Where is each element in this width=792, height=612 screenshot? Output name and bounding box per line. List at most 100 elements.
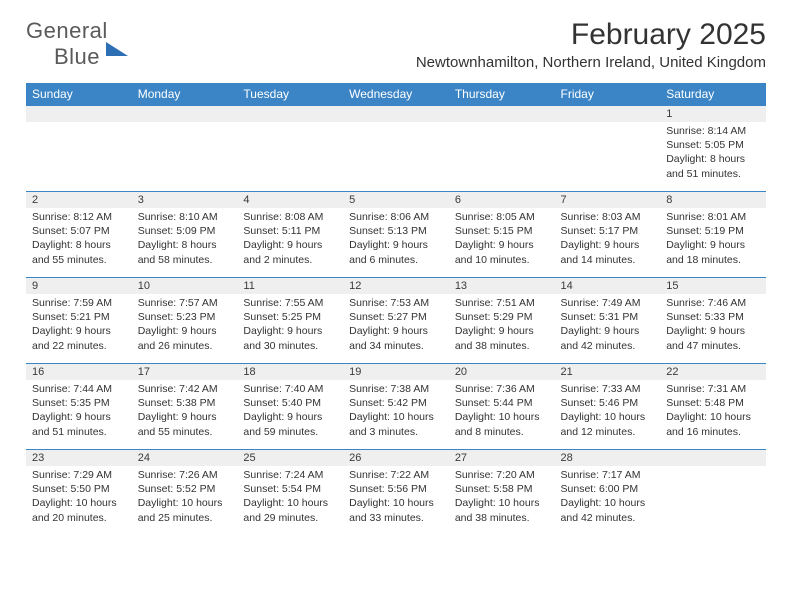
calendar-week-row: 1 Sunrise: 8:14 AMSunset: 5:05 PMDaylight… — [26, 106, 766, 192]
day-number: 1 — [660, 106, 766, 122]
cell-body: Sunrise: 7:29 AMSunset: 5:50 PMDaylight:… — [26, 466, 132, 529]
daylight-text: Daylight: 9 hours and 14 minutes. — [561, 238, 655, 266]
day-number: 6 — [449, 192, 555, 208]
cell-body: Sunrise: 8:12 AMSunset: 5:07 PMDaylight:… — [26, 208, 132, 271]
day-number — [449, 106, 555, 122]
calendar-cell: 20Sunrise: 7:36 AMSunset: 5:44 PMDayligh… — [449, 364, 555, 450]
day-number: 25 — [237, 450, 343, 466]
calendar-cell: 24Sunrise: 7:26 AMSunset: 5:52 PMDayligh… — [132, 450, 238, 536]
header: General Blue February 2025 Newtownhamilt… — [26, 18, 766, 71]
cell-body: Sunrise: 7:20 AMSunset: 5:58 PMDaylight:… — [449, 466, 555, 529]
day-header: Sunday — [26, 83, 132, 106]
sunrise-text: Sunrise: 7:22 AM — [349, 468, 443, 482]
daylight-text: Daylight: 10 hours and 3 minutes. — [349, 410, 443, 438]
sunset-text: Sunset: 5:27 PM — [349, 310, 443, 324]
sunset-text: Sunset: 5:42 PM — [349, 396, 443, 410]
calendar-cell: 19Sunrise: 7:38 AMSunset: 5:42 PMDayligh… — [343, 364, 449, 450]
sunset-text: Sunset: 5:29 PM — [455, 310, 549, 324]
cell-body: Sunrise: 7:55 AMSunset: 5:25 PMDaylight:… — [237, 294, 343, 357]
day-header: Tuesday — [237, 83, 343, 106]
calendar-cell: 12Sunrise: 7:53 AMSunset: 5:27 PMDayligh… — [343, 278, 449, 364]
day-number — [660, 450, 766, 466]
logo: General Blue — [26, 18, 128, 70]
cell-body: Sunrise: 7:36 AMSunset: 5:44 PMDaylight:… — [449, 380, 555, 443]
cell-body: Sunrise: 7:17 AMSunset: 6:00 PMDaylight:… — [555, 466, 661, 529]
sunset-text: Sunset: 5:05 PM — [666, 138, 760, 152]
day-number: 20 — [449, 364, 555, 380]
day-number: 19 — [343, 364, 449, 380]
day-number: 15 — [660, 278, 766, 294]
day-number: 23 — [26, 450, 132, 466]
daylight-text: Daylight: 10 hours and 20 minutes. — [32, 496, 126, 524]
sunset-text: Sunset: 5:38 PM — [138, 396, 232, 410]
day-header: Thursday — [449, 83, 555, 106]
daylight-text: Daylight: 9 hours and 38 minutes. — [455, 324, 549, 352]
sunset-text: Sunset: 5:58 PM — [455, 482, 549, 496]
daylight-text: Daylight: 8 hours and 55 minutes. — [32, 238, 126, 266]
daylight-text: Daylight: 9 hours and 18 minutes. — [666, 238, 760, 266]
day-number: 7 — [555, 192, 661, 208]
sunset-text: Sunset: 5:50 PM — [32, 482, 126, 496]
daylight-text: Daylight: 8 hours and 51 minutes. — [666, 152, 760, 180]
daylight-text: Daylight: 8 hours and 58 minutes. — [138, 238, 232, 266]
sunset-text: Sunset: 5:44 PM — [455, 396, 549, 410]
sunrise-text: Sunrise: 7:17 AM — [561, 468, 655, 482]
day-number: 9 — [26, 278, 132, 294]
daylight-text: Daylight: 9 hours and 47 minutes. — [666, 324, 760, 352]
calendar-cell: 13Sunrise: 7:51 AMSunset: 5:29 PMDayligh… — [449, 278, 555, 364]
sunset-text: Sunset: 5:25 PM — [243, 310, 337, 324]
daylight-text: Daylight: 10 hours and 42 minutes. — [561, 496, 655, 524]
day-number — [132, 106, 238, 122]
sunrise-text: Sunrise: 7:29 AM — [32, 468, 126, 482]
sunrise-text: Sunrise: 8:06 AM — [349, 210, 443, 224]
calendar-cell — [132, 106, 238, 192]
location-label: Newtownhamilton, Northern Ireland, Unite… — [416, 54, 766, 71]
cell-body: Sunrise: 7:26 AMSunset: 5:52 PMDaylight:… — [132, 466, 238, 529]
daylight-text: Daylight: 9 hours and 10 minutes. — [455, 238, 549, 266]
daylight-text: Daylight: 10 hours and 38 minutes. — [455, 496, 549, 524]
day-number: 10 — [132, 278, 238, 294]
calendar-cell: 26Sunrise: 7:22 AMSunset: 5:56 PMDayligh… — [343, 450, 449, 536]
sunrise-text: Sunrise: 8:08 AM — [243, 210, 337, 224]
cell-body: Sunrise: 7:57 AMSunset: 5:23 PMDaylight:… — [132, 294, 238, 357]
calendar-table: SundayMondayTuesdayWednesdayThursdayFrid… — [26, 83, 766, 536]
sunset-text: Sunset: 5:31 PM — [561, 310, 655, 324]
sunrise-text: Sunrise: 7:51 AM — [455, 296, 549, 310]
cell-body: Sunrise: 8:10 AMSunset: 5:09 PMDaylight:… — [132, 208, 238, 271]
day-number — [555, 106, 661, 122]
daylight-text: Daylight: 10 hours and 12 minutes. — [561, 410, 655, 438]
sunrise-text: Sunrise: 8:01 AM — [666, 210, 760, 224]
calendar-cell — [660, 450, 766, 536]
cell-body: Sunrise: 7:38 AMSunset: 5:42 PMDaylight:… — [343, 380, 449, 443]
cell-body: Sunrise: 7:53 AMSunset: 5:27 PMDaylight:… — [343, 294, 449, 357]
cell-body: Sunrise: 7:51 AMSunset: 5:29 PMDaylight:… — [449, 294, 555, 357]
sunset-text: Sunset: 5:07 PM — [32, 224, 126, 238]
sunset-text: Sunset: 5:40 PM — [243, 396, 337, 410]
calendar-head: SundayMondayTuesdayWednesdayThursdayFrid… — [26, 83, 766, 106]
calendar-cell: 22Sunrise: 7:31 AMSunset: 5:48 PMDayligh… — [660, 364, 766, 450]
daylight-text: Daylight: 9 hours and 34 minutes. — [349, 324, 443, 352]
sunset-text: Sunset: 5:09 PM — [138, 224, 232, 238]
cell-body: Sunrise: 8:03 AMSunset: 5:17 PMDaylight:… — [555, 208, 661, 271]
calendar-cell — [449, 106, 555, 192]
daylight-text: Daylight: 9 hours and 59 minutes. — [243, 410, 337, 438]
sunrise-text: Sunrise: 7:24 AM — [243, 468, 337, 482]
calendar-cell: 27Sunrise: 7:20 AMSunset: 5:58 PMDayligh… — [449, 450, 555, 536]
sunrise-text: Sunrise: 8:14 AM — [666, 124, 760, 138]
cell-body: Sunrise: 7:59 AMSunset: 5:21 PMDaylight:… — [26, 294, 132, 357]
logo-text-blue: Blue — [54, 44, 100, 69]
sunrise-text: Sunrise: 7:38 AM — [349, 382, 443, 396]
cell-body: Sunrise: 8:06 AMSunset: 5:13 PMDaylight:… — [343, 208, 449, 271]
calendar-cell: 28Sunrise: 7:17 AMSunset: 6:00 PMDayligh… — [555, 450, 661, 536]
day-header: Monday — [132, 83, 238, 106]
cell-body: Sunrise: 7:44 AMSunset: 5:35 PMDaylight:… — [26, 380, 132, 443]
day-number: 8 — [660, 192, 766, 208]
day-number: 27 — [449, 450, 555, 466]
day-number: 16 — [26, 364, 132, 380]
calendar-week-row: 2Sunrise: 8:12 AMSunset: 5:07 PMDaylight… — [26, 192, 766, 278]
daylight-text: Daylight: 10 hours and 25 minutes. — [138, 496, 232, 524]
sunrise-text: Sunrise: 7:40 AM — [243, 382, 337, 396]
sunrise-text: Sunrise: 7:42 AM — [138, 382, 232, 396]
calendar-cell — [555, 106, 661, 192]
sunrise-text: Sunrise: 7:44 AM — [32, 382, 126, 396]
